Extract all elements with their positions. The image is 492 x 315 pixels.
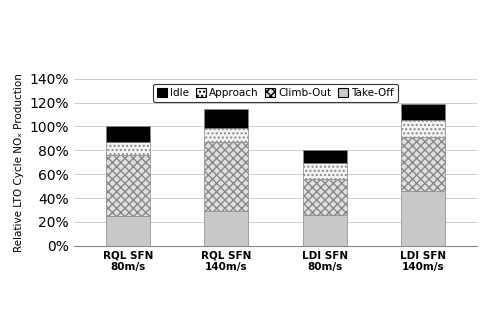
Bar bbox=[401, 104, 445, 121]
Bar bbox=[204, 128, 248, 142]
Bar bbox=[106, 142, 150, 155]
Bar bbox=[204, 211, 248, 246]
Bar bbox=[303, 215, 347, 246]
Bar bbox=[303, 163, 347, 179]
Bar bbox=[106, 155, 150, 216]
Y-axis label: Relative LTO Cycle NOₓ Production: Relative LTO Cycle NOₓ Production bbox=[14, 73, 24, 252]
Bar bbox=[303, 150, 347, 163]
Bar bbox=[401, 191, 445, 246]
Bar bbox=[106, 126, 150, 142]
Bar bbox=[106, 216, 150, 246]
Bar bbox=[204, 109, 248, 128]
Bar bbox=[204, 142, 248, 211]
Bar bbox=[401, 121, 445, 137]
Legend: Idle, Approach, Climb-Out, Take-Off: Idle, Approach, Climb-Out, Take-Off bbox=[153, 84, 399, 102]
Bar bbox=[401, 137, 445, 191]
Bar bbox=[303, 179, 347, 215]
